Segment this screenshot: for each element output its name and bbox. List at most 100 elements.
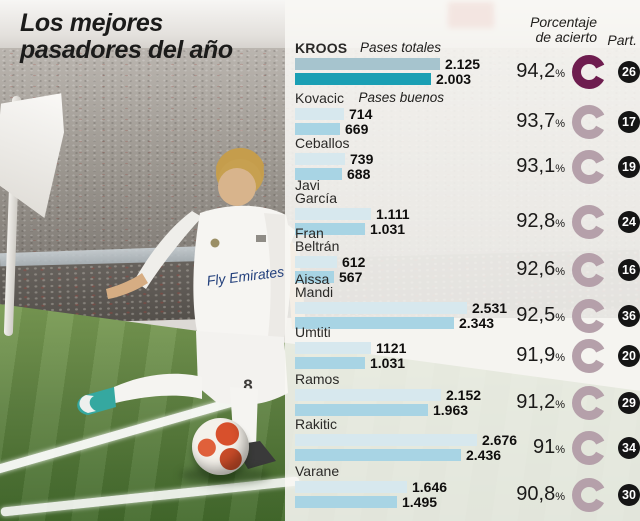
good-passes-bar [295,317,454,329]
good-passes-bar [295,123,340,135]
total-passes-value: 714 [349,106,373,122]
participation-column-header: Part. [607,32,637,48]
accuracy-cluster: 93,1% 19 [516,149,640,184]
good-passes-value: 2.003 [436,71,472,87]
player-row: Ramos 2.152 1.963 91,2% 29 [295,371,640,420]
player-row: Kovacic 714 669 93,7% 17 [295,91,640,139]
pass-bars: 2.531 2.343 92,5% 36 [295,298,640,333]
football [192,418,249,475]
total-passes-bar [295,58,440,70]
accuracy-value: 94,2% [516,60,565,82]
good-passes-value: 688 [347,166,371,182]
total-passes-bar [295,434,477,446]
participation-badge: 16 [618,258,640,281]
accuracy-ring-icon [572,204,606,239]
accuracy-value: 93,7% [516,110,565,132]
total-passes-bar [295,389,441,401]
total-passes-value: 2.152 [446,387,482,403]
player-name: Ceballos [295,135,350,151]
player-kroos: Fly Emirates 8 [77,147,306,469]
player-row: Ceballos 739 688 93,1% 19 [295,135,640,184]
pass-bars: 1.111 1.031 92,8% 24 [295,204,640,239]
good-passes-bar [295,404,428,416]
total-passes-bar [295,153,345,165]
accuracy-cluster: 90,8% 30 [516,477,640,512]
total-passes-value: 2.676 [482,432,518,448]
total-passes-value: 1.646 [412,479,448,495]
accuracy-ring-icon [572,252,606,287]
player-name: Ramos [295,371,340,387]
total-passes-bar [295,208,371,220]
pass-bars: 739 688 93,1% 19 [295,149,640,184]
total-passes-value: 1.111 [376,206,410,222]
total-passes-bar [295,481,407,493]
good-passes-bar [295,496,397,508]
accuracy-value: 92,8% [516,210,565,232]
pass-bars: 2.125 2.003 94,2% 26 [295,54,640,89]
total-passes-bar [295,302,467,314]
total-passes-value: 739 [350,151,374,167]
total-passes-value: 2.531 [472,300,508,316]
accuracy-value: 91,2% [516,391,565,413]
player-row: KROOS 2.125 2.003 94,2% 26 [295,40,640,89]
accuracy-cluster: 94,2% 26 [516,54,640,89]
accuracy-value: 92,6% [516,258,565,280]
good-passes-value: 1.031 [370,221,406,237]
page-title: Los mejores pasadores del año [20,9,233,64]
participation-badge: 19 [618,155,640,178]
player-name: Varane [295,463,340,479]
good-passes-value: 1.963 [433,402,469,418]
accuracy-cluster: 91,2% 29 [516,385,640,420]
accuracy-cluster: 92,5% 36 [516,298,640,333]
player-name: Javi García [295,177,338,206]
good-passes-value: 2.436 [466,447,502,463]
player-row: Fran Beltrán 612 567 92,6% 16 [295,225,640,287]
accuracy-ring-icon [572,298,606,333]
good-passes-value: 1.031 [370,355,406,371]
pass-bars: 714 669 93,7% 17 [295,104,640,139]
player-name: Rakitic [295,416,338,432]
good-passes-value: 669 [345,121,369,137]
good-passes-value: 567 [339,269,363,285]
participation-badge: 29 [618,391,640,414]
participation-badge: 26 [618,60,640,83]
participation-badge: 34 [618,436,640,459]
player-name: Aissa Mandi [295,271,334,300]
good-passes-bar [295,357,365,369]
player-name: KROOS [295,40,348,56]
player-row: Rakitic 2.676 2.436 91% 34 [295,416,640,465]
accuracy-ring-icon [572,477,606,512]
pass-bars: 612 567 92,6% 16 [295,252,640,287]
accuracy-value: 90,8% [516,483,565,505]
pass-bars: 1.646 1.495 90,8% 30 [295,477,640,512]
accuracy-column-header: Porcentaje de acierto [530,14,597,45]
player-row: Umtiti 1121 1.031 91,9% 20 [295,324,640,373]
player-name: Fran Beltrán [295,225,340,254]
accuracy-value: 91,9% [516,344,565,366]
accuracy-ring-icon [572,149,606,184]
good-passes-bar [295,73,431,85]
total-passes-bar [295,256,337,268]
accuracy-cluster: 93,7% 17 [516,104,640,139]
shorts-number: 8 [243,376,252,395]
pass-bars: 1121 1.031 91,9% 20 [295,338,640,373]
good-passes-value: 1.495 [402,494,438,510]
good-passes-bar [295,271,334,283]
player-row: Aissa Mandi 2.531 2.343 92,5% 36 [295,271,640,333]
player-row: Varane 1.646 1.495 90,8% 30 [295,463,640,512]
good-passes-value: 2.343 [459,315,495,331]
accuracy-ring-icon [572,430,606,465]
participation-badge: 24 [618,210,640,233]
player-row: Javi García 1.111 1.031 92,8% 24 [295,177,640,239]
total-passes-value: 612 [342,254,366,270]
player-name: Umtiti [295,324,331,340]
participation-badge: 30 [618,483,640,506]
accuracy-ring-icon [572,385,606,420]
pass-bars: 2.152 1.963 91,2% 29 [295,385,640,420]
accuracy-ring-icon [572,338,606,373]
good-passes-bar [295,168,342,180]
good-passes-bar [295,449,461,461]
participation-badge: 20 [618,344,640,367]
accuracy-value: 93,1% [516,155,565,177]
